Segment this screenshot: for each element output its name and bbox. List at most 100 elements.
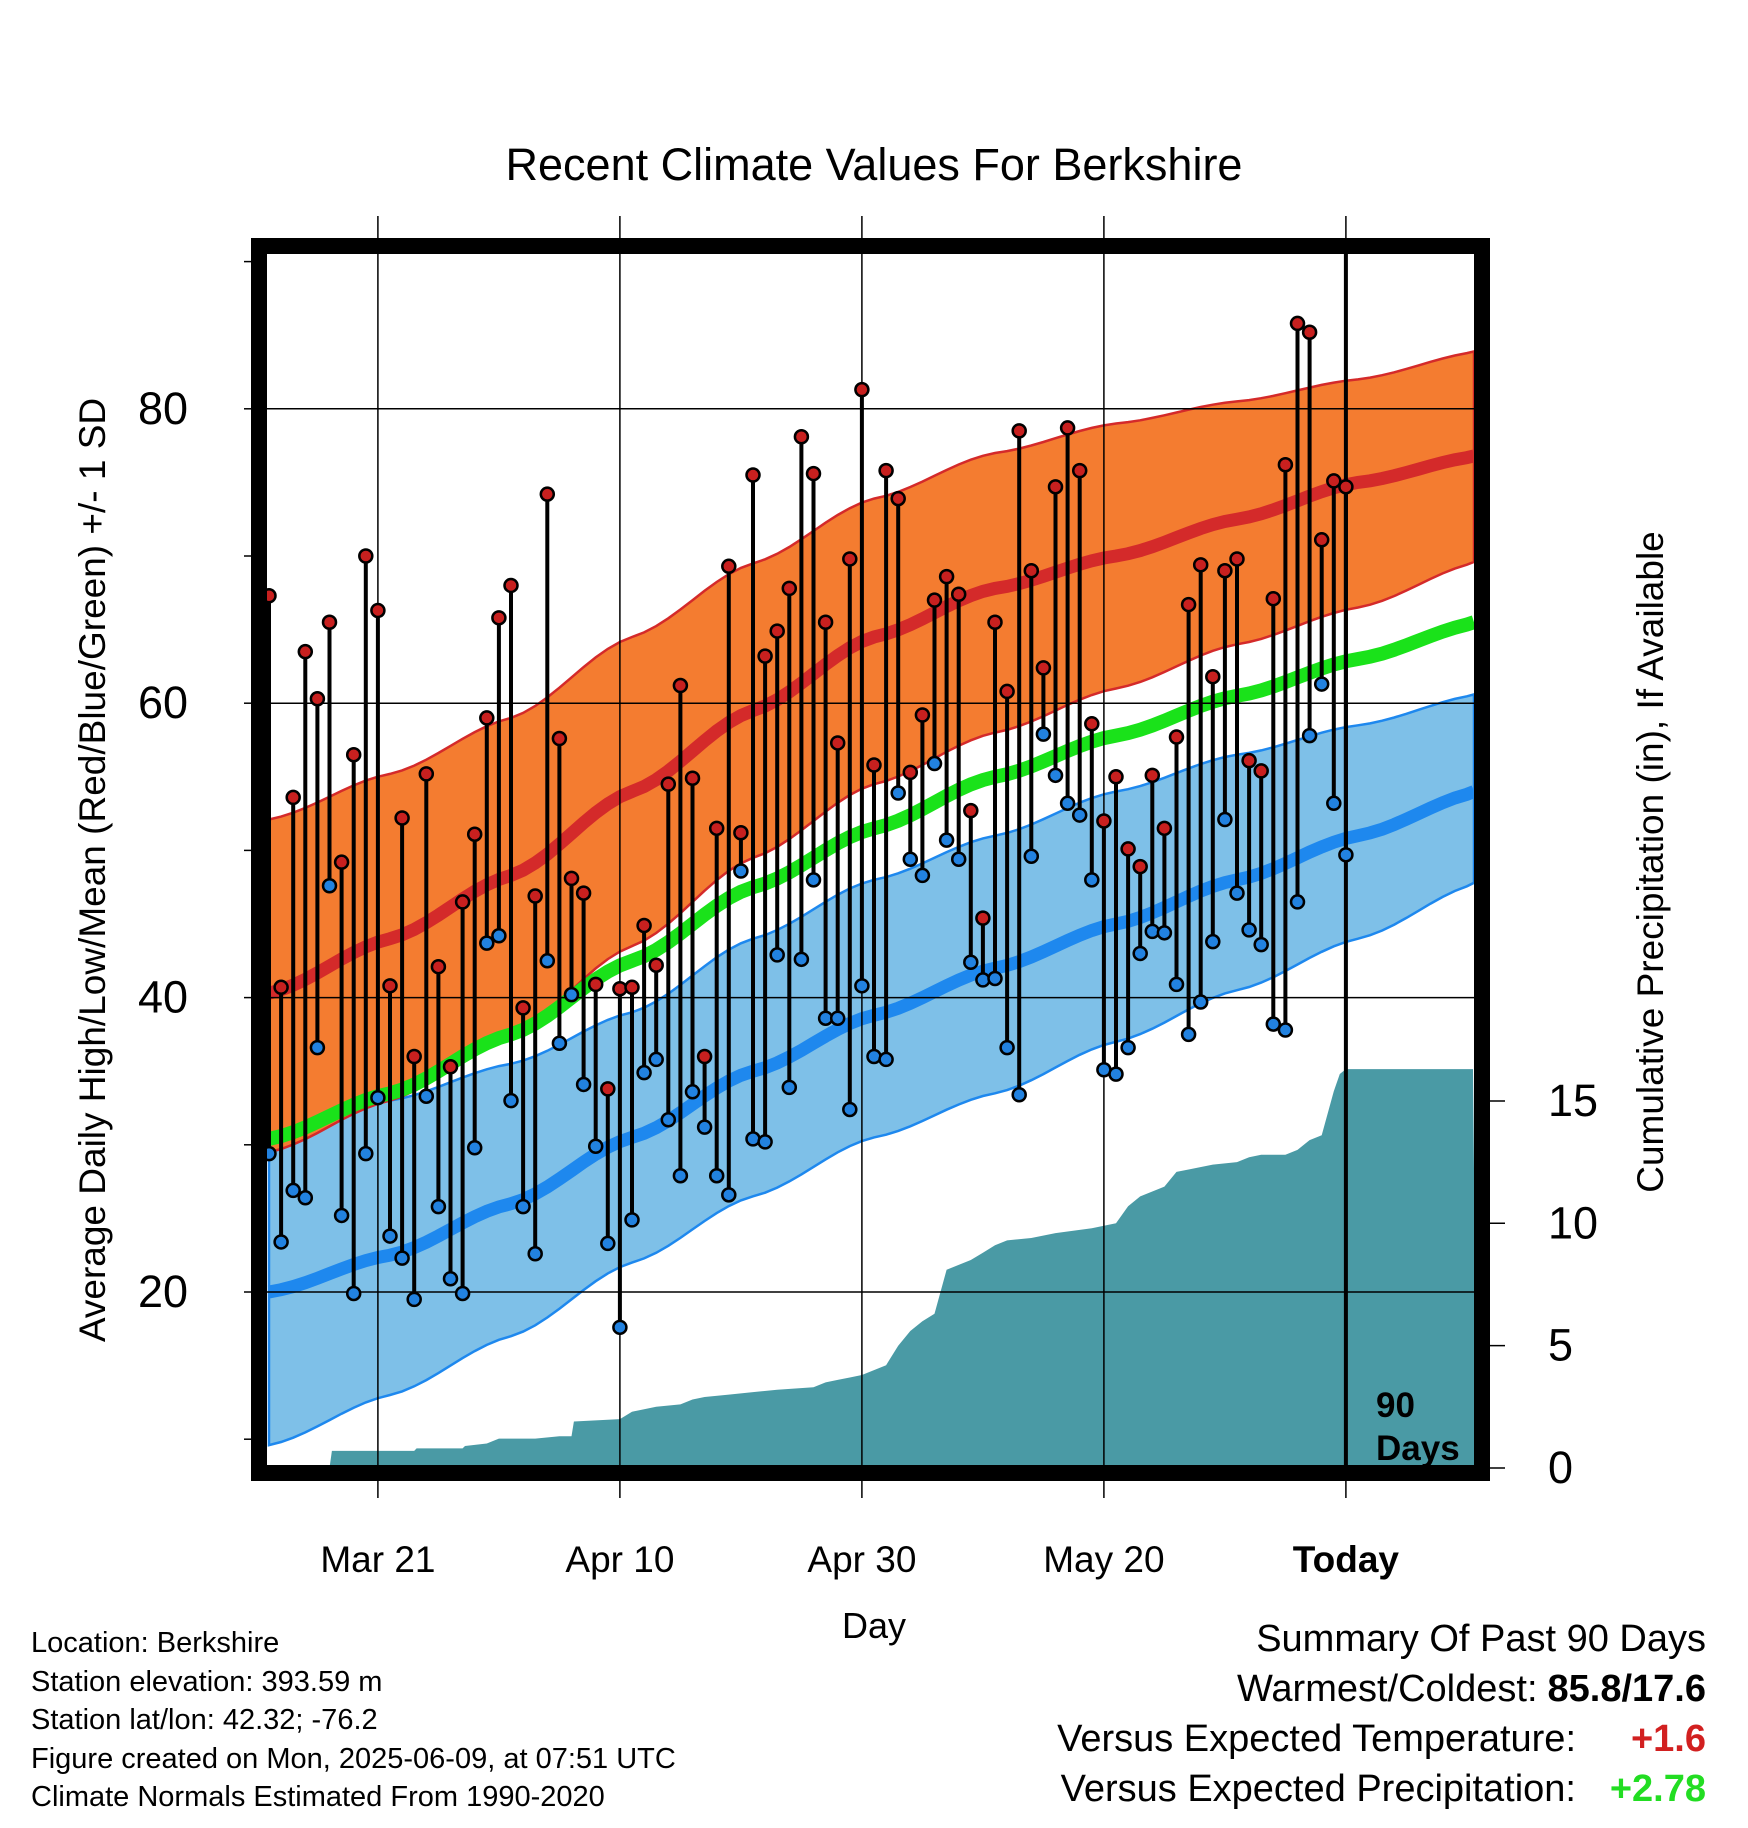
daily-high-point xyxy=(297,643,314,660)
x-tick-label: Today xyxy=(1293,1539,1400,1580)
axes: 20 40 60 80 0 5 10 15 Mar 21 Apr 10 Apr 30 May 20 To… xyxy=(138,216,1598,1580)
daily-high-point xyxy=(745,467,761,483)
daily-low-point xyxy=(563,986,580,1003)
daily-low-point xyxy=(660,1112,677,1128)
daily-low-point xyxy=(1277,1022,1294,1038)
daily-high-point xyxy=(817,614,834,630)
daily-low-point xyxy=(1205,933,1221,950)
daily-low-point xyxy=(321,877,338,894)
daily-high-point xyxy=(1326,473,1342,489)
normal-high-mean-line xyxy=(267,449,1476,1000)
daily-low-point xyxy=(600,1235,616,1252)
daily-low-point xyxy=(636,1064,652,1081)
daily-low-point xyxy=(1253,936,1269,953)
daily-high-point xyxy=(829,735,846,751)
daily-high-point xyxy=(1011,423,1027,439)
daily-low-point xyxy=(1217,811,1233,828)
warmest-coldest-label: Warmest/Coldest: xyxy=(1236,1668,1538,1710)
daily-low-point xyxy=(805,872,822,888)
daily-low-point xyxy=(781,1079,798,1096)
daily-high-point xyxy=(1229,551,1245,567)
daily-high-point xyxy=(660,776,677,792)
daily-high-point xyxy=(358,548,374,564)
daily-high-point xyxy=(1241,752,1257,769)
daily-high-point xyxy=(1217,562,1233,579)
x-tick-label: May 20 xyxy=(1043,1539,1164,1580)
daily-high-point xyxy=(1144,767,1161,784)
daily-high-point xyxy=(285,789,301,806)
daily-high-point xyxy=(721,558,737,575)
daily-high-point xyxy=(854,381,870,398)
daily-high-point xyxy=(1277,456,1294,473)
daily-high-point xyxy=(273,979,289,996)
daily-low-point xyxy=(648,1051,664,1068)
daily-high-point xyxy=(563,870,580,887)
daily-high-point xyxy=(950,586,967,603)
daily-low-point xyxy=(612,1319,628,1336)
daily-high-point xyxy=(878,462,894,479)
daily-high-point xyxy=(1071,462,1088,479)
daily-high-point xyxy=(479,710,495,726)
daily-high-point xyxy=(1132,858,1148,875)
daily-dots xyxy=(261,315,1354,1336)
temp-vs-expected-value: +1.6 xyxy=(1630,1718,1706,1760)
daily-high-point xyxy=(805,465,822,482)
daily-high-point xyxy=(309,691,326,707)
daily-high-point xyxy=(648,957,664,973)
daily-high-point xyxy=(975,910,991,926)
y-right-tick-label: 10 xyxy=(1548,1197,1598,1248)
daily-low-point xyxy=(1168,976,1185,993)
daily-high-point xyxy=(600,1081,616,1097)
daily-low-point xyxy=(466,1139,483,1156)
daily-low-point xyxy=(757,1134,773,1150)
daily-low-point xyxy=(878,1051,894,1068)
daily-low-point xyxy=(575,1076,592,1093)
daily-low-point xyxy=(1132,945,1148,962)
daily-high-point xyxy=(575,885,592,901)
daily-low-point xyxy=(273,1234,289,1250)
daily-low-point xyxy=(442,1271,459,1287)
normals-text: Climate Normals Estimated From 1990-2020 xyxy=(31,1781,605,1813)
x-tick-label: Mar 21 xyxy=(320,1539,435,1580)
y-axis-label-left: Average Daily High/Low/Mean (Red/Blue/Gr… xyxy=(72,398,113,1342)
temp-vs-expected-row: Versus Expected Temperature: +1.6 xyxy=(1057,1714,1706,1764)
daily-low-point xyxy=(890,785,906,801)
daily-low-point xyxy=(721,1187,737,1203)
daily-low-point xyxy=(491,928,507,944)
daily-low-point xyxy=(793,951,810,968)
daily-low-point xyxy=(902,851,919,867)
daily-low-point xyxy=(394,1250,410,1266)
daily-low-point xyxy=(1289,894,1306,910)
daily-high-point xyxy=(454,894,471,910)
daily-low-point xyxy=(829,1010,846,1026)
daily-low-point xyxy=(333,1207,350,1224)
daily-high-point xyxy=(382,978,398,994)
y-left-tick-label: 40 xyxy=(138,972,188,1023)
created-text: Figure created on Mon, 2025-06-09, at 07… xyxy=(31,1742,676,1775)
summary-heading: Summary Of Past 90 Days xyxy=(1256,1618,1706,1660)
elevation-text: Station elevation: 393.59 m xyxy=(31,1665,383,1698)
daily-high-point xyxy=(1192,557,1209,573)
daily-low-point xyxy=(733,863,749,879)
daily-high-point xyxy=(1059,420,1076,436)
daily-high-point xyxy=(515,1000,531,1016)
daily-high-point xyxy=(757,648,773,664)
daily-high-point xyxy=(1301,324,1318,341)
daily-high-point xyxy=(418,766,435,782)
daily-low-point xyxy=(1059,795,1076,812)
daily-high-point xyxy=(1265,590,1282,607)
daily-low-point xyxy=(1326,795,1342,812)
summary-panel: Summary Of Past 90 Days Warmest/Coldest:… xyxy=(1057,1614,1706,1814)
daily-low-point xyxy=(285,1182,301,1199)
daily-high-point xyxy=(781,580,798,597)
daily-high-point xyxy=(963,802,979,819)
daily-low-point xyxy=(1035,726,1052,742)
daily-low-point xyxy=(454,1285,471,1302)
daily-low-point xyxy=(515,1198,531,1215)
daily-high-point xyxy=(1205,668,1221,685)
daily-low-point xyxy=(950,851,967,867)
daily-high-point xyxy=(1180,596,1197,613)
daily-high-point xyxy=(1035,660,1052,676)
plot-border xyxy=(251,238,1490,1481)
